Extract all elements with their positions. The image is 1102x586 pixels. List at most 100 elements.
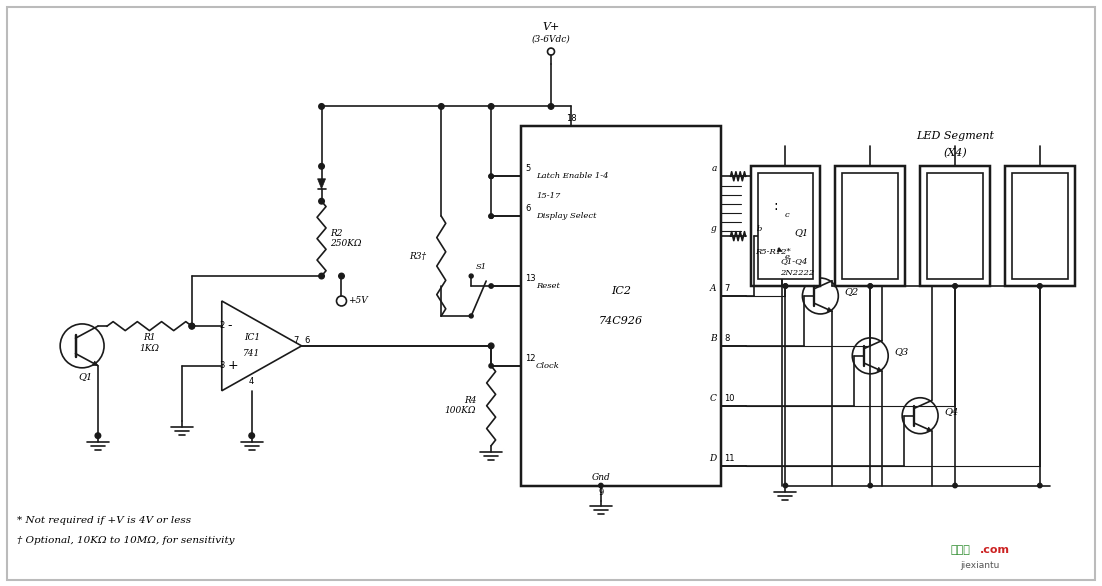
- Circle shape: [318, 104, 324, 109]
- Text: 741: 741: [244, 349, 260, 359]
- Text: 9: 9: [598, 488, 604, 496]
- Circle shape: [953, 284, 958, 288]
- Text: 18: 18: [565, 114, 576, 124]
- Text: † Optional, 10KΩ to 10MΩ, for sensitivity: † Optional, 10KΩ to 10MΩ, for sensitivit…: [18, 536, 235, 545]
- Text: Clock: Clock: [536, 362, 560, 370]
- Circle shape: [1038, 483, 1042, 488]
- Text: Q1: Q1: [78, 372, 93, 381]
- Text: 接线图: 接线图: [950, 546, 970, 556]
- Circle shape: [1038, 284, 1042, 288]
- Circle shape: [190, 323, 195, 329]
- Text: B: B: [710, 334, 716, 343]
- Circle shape: [784, 284, 788, 288]
- Circle shape: [488, 104, 494, 109]
- Circle shape: [489, 214, 494, 219]
- Bar: [842, 173, 898, 279]
- Text: 5: 5: [525, 164, 530, 173]
- Text: 3: 3: [219, 362, 225, 370]
- Text: 4: 4: [249, 377, 255, 386]
- Polygon shape: [826, 308, 832, 311]
- Text: 8: 8: [725, 334, 730, 343]
- Text: Q1-Q4: Q1-Q4: [780, 257, 808, 265]
- Circle shape: [489, 214, 494, 219]
- Text: 2: 2: [219, 322, 225, 331]
- Circle shape: [249, 433, 255, 438]
- Bar: [750, 166, 820, 286]
- Bar: [835, 166, 905, 286]
- Text: D: D: [710, 454, 716, 462]
- Text: 12: 12: [525, 354, 536, 363]
- Polygon shape: [93, 361, 98, 366]
- Text: Reset: Reset: [536, 282, 560, 290]
- Text: Q4: Q4: [944, 407, 959, 416]
- Text: S1: S1: [476, 263, 487, 271]
- Text: * Not required if +V is 4V or less: * Not required if +V is 4V or less: [18, 516, 192, 525]
- Text: 7: 7: [293, 336, 299, 345]
- Text: IC1: IC1: [244, 333, 260, 342]
- Text: 6: 6: [525, 204, 530, 213]
- Text: -: -: [228, 319, 233, 332]
- Circle shape: [488, 343, 494, 349]
- Text: 2N2222: 2N2222: [780, 269, 814, 277]
- Circle shape: [868, 483, 873, 488]
- Text: c: c: [785, 211, 789, 219]
- Text: g: g: [711, 224, 716, 233]
- Text: 7: 7: [725, 284, 730, 293]
- Text: (X4): (X4): [943, 148, 966, 158]
- Bar: [927, 173, 983, 279]
- Text: C: C: [710, 394, 716, 403]
- Circle shape: [784, 284, 788, 288]
- Circle shape: [489, 364, 494, 368]
- Text: R5-R12*: R5-R12*: [756, 248, 791, 256]
- Text: 10: 10: [725, 394, 735, 403]
- Text: 13: 13: [525, 274, 536, 283]
- Circle shape: [784, 483, 788, 488]
- Polygon shape: [317, 179, 325, 189]
- Text: e: e: [785, 253, 789, 261]
- Text: 74C926: 74C926: [598, 316, 642, 326]
- Text: Q1: Q1: [795, 227, 809, 237]
- Text: +: +: [228, 359, 238, 372]
- Circle shape: [318, 199, 324, 204]
- Circle shape: [868, 284, 873, 288]
- Text: 15-17: 15-17: [536, 192, 561, 200]
- Circle shape: [489, 284, 494, 288]
- Bar: [1012, 173, 1068, 279]
- Circle shape: [598, 483, 603, 488]
- Bar: [920, 166, 990, 286]
- Text: Gnd: Gnd: [592, 472, 611, 482]
- Text: :: :: [774, 199, 778, 213]
- Circle shape: [548, 104, 554, 109]
- Circle shape: [338, 273, 344, 279]
- Circle shape: [318, 273, 324, 279]
- Text: Display Select: Display Select: [536, 212, 596, 220]
- Text: LED Segment: LED Segment: [916, 131, 994, 141]
- Text: IC2: IC2: [611, 286, 630, 296]
- Circle shape: [318, 163, 324, 169]
- Text: R4
100KΩ: R4 100KΩ: [445, 396, 476, 415]
- Text: Q3: Q3: [894, 347, 908, 356]
- Polygon shape: [777, 247, 782, 251]
- Circle shape: [469, 274, 473, 278]
- Text: .com: .com: [980, 546, 1009, 556]
- Bar: [1005, 166, 1074, 286]
- Circle shape: [469, 314, 473, 318]
- Polygon shape: [927, 427, 932, 431]
- Text: R2
250KΩ: R2 250KΩ: [331, 229, 363, 248]
- Text: +5V: +5V: [348, 297, 368, 305]
- Text: Latch Enable 1-4: Latch Enable 1-4: [536, 172, 608, 180]
- Circle shape: [489, 174, 494, 179]
- Text: R1
1KΩ: R1 1KΩ: [140, 333, 160, 353]
- Circle shape: [489, 174, 494, 179]
- Text: R3†: R3†: [409, 251, 426, 261]
- Bar: [521, 127, 721, 486]
- Text: Q2: Q2: [844, 288, 858, 297]
- Circle shape: [953, 284, 958, 288]
- Text: a: a: [711, 164, 716, 173]
- Text: V+: V+: [542, 22, 560, 32]
- Text: 11: 11: [725, 454, 735, 462]
- Circle shape: [953, 483, 958, 488]
- Text: A: A: [710, 284, 716, 293]
- Circle shape: [439, 104, 444, 109]
- Text: 6: 6: [304, 336, 310, 345]
